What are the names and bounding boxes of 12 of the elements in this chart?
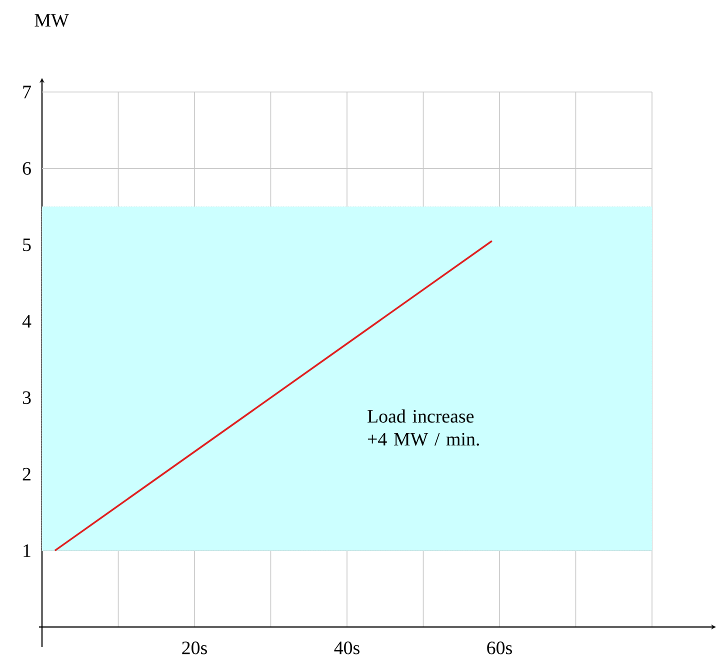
y-axis-title: MW bbox=[34, 14, 69, 27]
x-tick-label: 60s bbox=[487, 642, 512, 654]
y-tick-label: 2 bbox=[22, 468, 30, 480]
x-tick-label: 40s bbox=[334, 642, 360, 654]
y-tick-label: 7 bbox=[23, 86, 31, 98]
y-tick-label: 3 bbox=[22, 391, 31, 404]
y-tick-label: 4 bbox=[22, 315, 32, 328]
y-tick-label: 6 bbox=[22, 162, 31, 175]
y-tick-label: 1 bbox=[24, 544, 30, 557]
y-tick-label: 5 bbox=[23, 238, 31, 252]
x-tick-label: 20s bbox=[182, 642, 207, 654]
annotation: Load increase +4 MW / min. bbox=[368, 409, 479, 446]
